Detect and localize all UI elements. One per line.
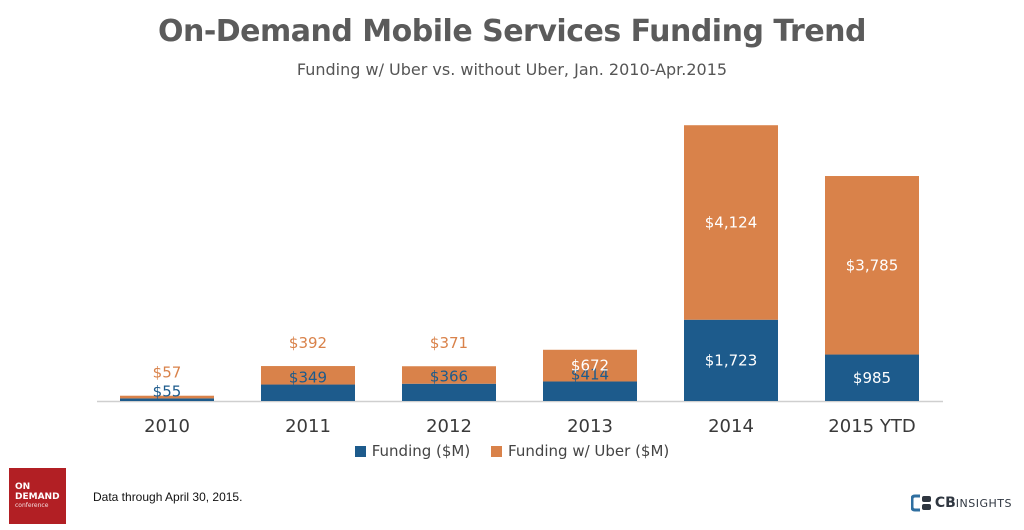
on-demand-conference-logo: ON DEMAND conference [9,468,66,524]
bar-funding-2011 [261,384,355,401]
data-footnote: Data through April 30, 2015. [93,490,243,504]
logo-text-cb: CB [934,495,956,511]
logo-text-on: ON [15,482,31,492]
logo-text-demand: DEMAND [15,492,60,502]
x-tick-label: 2011 [285,416,331,437]
x-tick-label: 2010 [144,416,190,437]
bar-funding-2010 [120,398,214,401]
bar-uber-2010 [120,395,214,399]
bar-funding-2012 [402,383,496,401]
stacked-bar-chart: $55$57 $349 $392 $366 $371 $414$672 $1,723 $4,1… [97,125,943,437]
bar-uber-2013 [543,349,637,382]
data-label-uber: $392 [289,334,327,352]
data-label-uber: $4,124 [705,213,758,231]
cb-insights-icon [910,494,931,512]
x-tick-label: 2013 [567,416,613,437]
legend-label-uber: Funding w/ Uber ($M) [508,442,670,460]
bar-uber-2011 [261,366,355,385]
legend-label-funding: Funding ($M) [371,442,471,460]
x-tick-label: 2012 [426,416,472,437]
data-label-funding: $1,723 [705,351,758,369]
data-label-uber: $371 [430,334,468,352]
chart-legend: Funding ($M) Funding w/ Uber ($M) [0,442,1024,461]
legend-item-funding: Funding ($M) [354,442,471,460]
legend-item-uber: Funding w/ Uber ($M) [491,442,669,460]
bar-funding-2014 [684,319,778,401]
logo-text-conference: conference [15,502,49,509]
data-label-funding: $366 [430,368,468,386]
data-label-funding: $55 [153,382,182,400]
data-label-funding: $985 [853,369,891,387]
data-label-uber: $3,785 [846,256,899,274]
chart-subtitle: Funding w/ Uber vs. without Uber, Jan. 2… [296,60,728,79]
bar-funding-2015-ytd [825,354,919,401]
data-label-funding: $414 [571,365,609,383]
data-label-funding: $349 [289,369,327,387]
legend-swatch-funding [354,445,366,457]
bar-uber-2012 [402,366,496,384]
x-tick-label: 2014 [708,416,754,437]
data-label-uber: $57 [153,364,182,382]
chart-title: On-Demand Mobile Services Funding Trend [157,14,867,49]
data-label-uber: $672 [571,357,609,375]
bar-uber-2015-ytd [825,176,919,355]
cb-insights-logo: CB INSIGHTS [910,494,1012,512]
bar-funding-2013 [543,381,637,401]
x-tick-label: 2015 YTD [828,416,915,437]
legend-swatch-uber [491,445,503,457]
bar-uber-2014 [684,125,778,320]
logo-text-insights: INSIGHTS [955,496,1012,510]
